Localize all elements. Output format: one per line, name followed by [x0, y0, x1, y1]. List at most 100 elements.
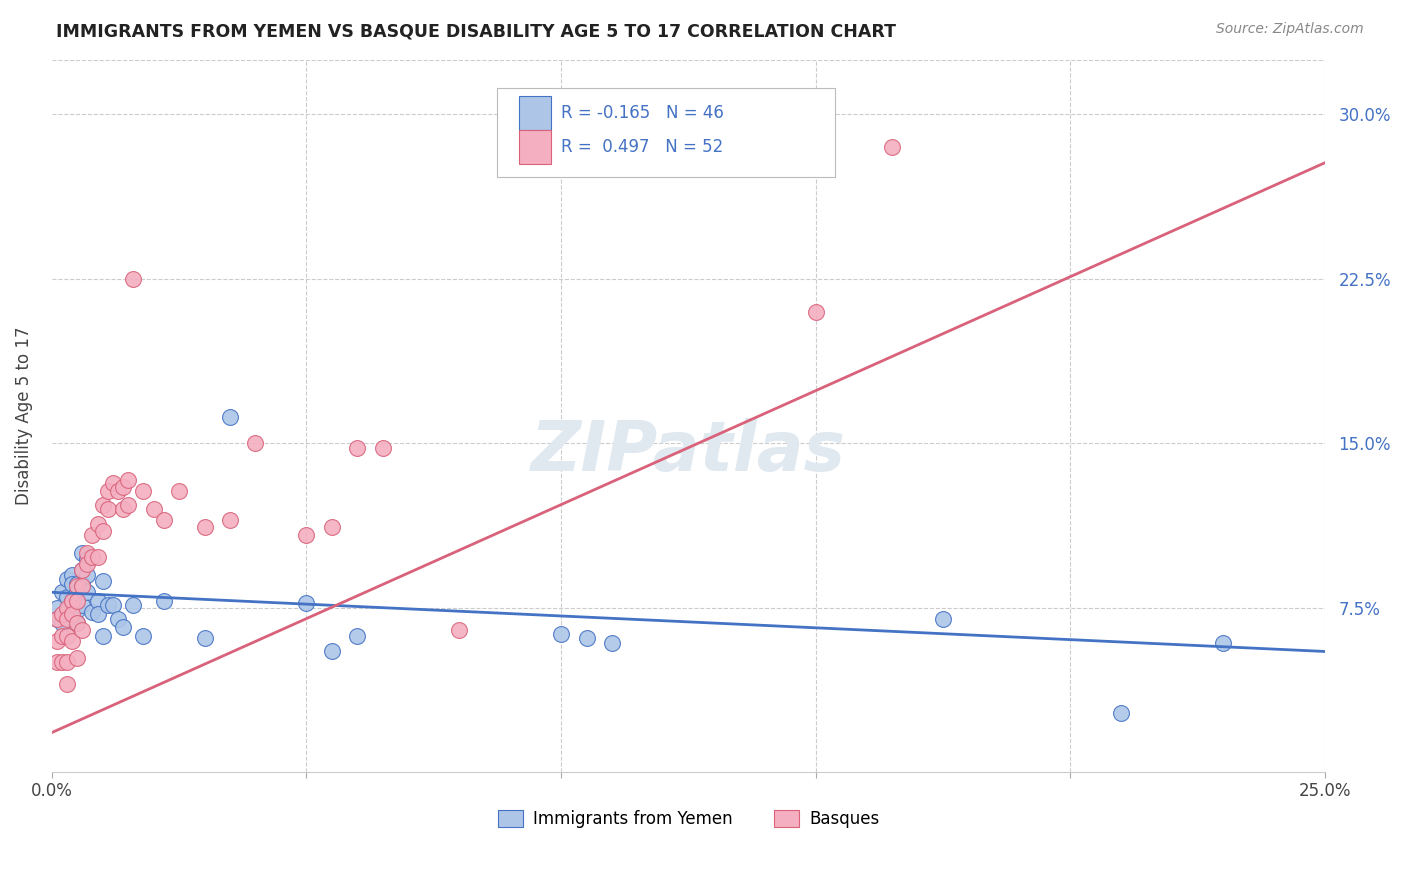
Point	[132, 629, 155, 643]
Point	[66, 594, 89, 608]
Point	[56, 629, 79, 643]
Point	[112, 620, 135, 634]
Point	[346, 441, 368, 455]
Point	[60, 594, 83, 608]
Point	[56, 590, 79, 604]
Point	[56, 611, 79, 625]
Point	[45, 656, 67, 670]
Point	[72, 563, 94, 577]
Point	[97, 599, 120, 613]
Point	[295, 596, 318, 610]
Point	[550, 627, 572, 641]
Point	[76, 567, 98, 582]
Point	[76, 557, 98, 571]
Point	[82, 605, 104, 619]
Point	[91, 629, 114, 643]
Text: IMMIGRANTS FROM YEMEN VS BASQUE DISABILITY AGE 5 TO 17 CORRELATION CHART: IMMIGRANTS FROM YEMEN VS BASQUE DISABILI…	[56, 22, 896, 40]
Point	[45, 633, 67, 648]
Point	[60, 576, 83, 591]
Point	[91, 574, 114, 589]
Point	[66, 594, 89, 608]
Point	[60, 607, 83, 622]
Point	[112, 480, 135, 494]
Point	[107, 611, 129, 625]
Point	[76, 585, 98, 599]
Point	[56, 572, 79, 586]
Point	[101, 599, 124, 613]
Point	[371, 441, 394, 455]
Point	[66, 603, 89, 617]
Point	[1212, 636, 1234, 650]
Point	[101, 475, 124, 490]
Point	[86, 517, 108, 532]
Point	[97, 484, 120, 499]
Point	[86, 607, 108, 622]
Point	[932, 611, 955, 625]
Point	[107, 484, 129, 499]
Point	[66, 651, 89, 665]
Point	[76, 552, 98, 566]
Point	[86, 550, 108, 565]
Point	[82, 528, 104, 542]
Point	[219, 513, 242, 527]
Text: ZIPatlas: ZIPatlas	[531, 418, 846, 485]
Point	[51, 629, 73, 643]
Point	[575, 632, 598, 646]
Point	[72, 623, 94, 637]
Point	[142, 502, 165, 516]
Point	[51, 585, 73, 599]
Y-axis label: Disability Age 5 to 17: Disability Age 5 to 17	[15, 326, 32, 505]
Point	[193, 519, 215, 533]
Point	[193, 632, 215, 646]
Text: R = -0.165   N = 46: R = -0.165 N = 46	[561, 104, 724, 122]
Point	[112, 502, 135, 516]
Point	[153, 594, 176, 608]
FancyBboxPatch shape	[498, 88, 835, 178]
Point	[60, 607, 83, 622]
Point	[72, 599, 94, 613]
Point	[66, 615, 89, 630]
Point	[321, 644, 343, 658]
Point	[72, 579, 94, 593]
Point	[295, 528, 318, 542]
Point	[1111, 706, 1133, 720]
Point	[66, 615, 89, 630]
Point	[51, 615, 73, 630]
Point	[45, 611, 67, 625]
Point	[60, 633, 83, 648]
Text: Source: ZipAtlas.com: Source: ZipAtlas.com	[1216, 22, 1364, 37]
Point	[82, 550, 104, 565]
Point	[321, 519, 343, 533]
Point	[122, 599, 145, 613]
Point	[86, 594, 108, 608]
Point	[245, 436, 267, 450]
Point	[66, 576, 89, 591]
Point	[72, 576, 94, 591]
Point	[167, 484, 190, 499]
Point	[45, 600, 67, 615]
Point	[117, 474, 139, 488]
Point	[51, 656, 73, 670]
Point	[882, 140, 904, 154]
Point	[60, 567, 83, 582]
Point	[56, 600, 79, 615]
Point	[97, 502, 120, 516]
Point	[76, 546, 98, 560]
Point	[346, 629, 368, 643]
Point	[132, 484, 155, 499]
Point	[60, 594, 83, 608]
Text: R =  0.497   N = 52: R = 0.497 N = 52	[561, 138, 723, 156]
Point	[51, 607, 73, 622]
Point	[45, 611, 67, 625]
Point	[117, 498, 139, 512]
Point	[91, 524, 114, 538]
Point	[449, 623, 471, 637]
Point	[56, 677, 79, 691]
Point	[122, 272, 145, 286]
Point	[72, 563, 94, 577]
Point	[66, 585, 89, 599]
Point	[72, 546, 94, 560]
Legend: Immigrants from Yemen, Basques: Immigrants from Yemen, Basques	[491, 804, 886, 835]
Point	[153, 513, 176, 527]
Point	[66, 579, 89, 593]
